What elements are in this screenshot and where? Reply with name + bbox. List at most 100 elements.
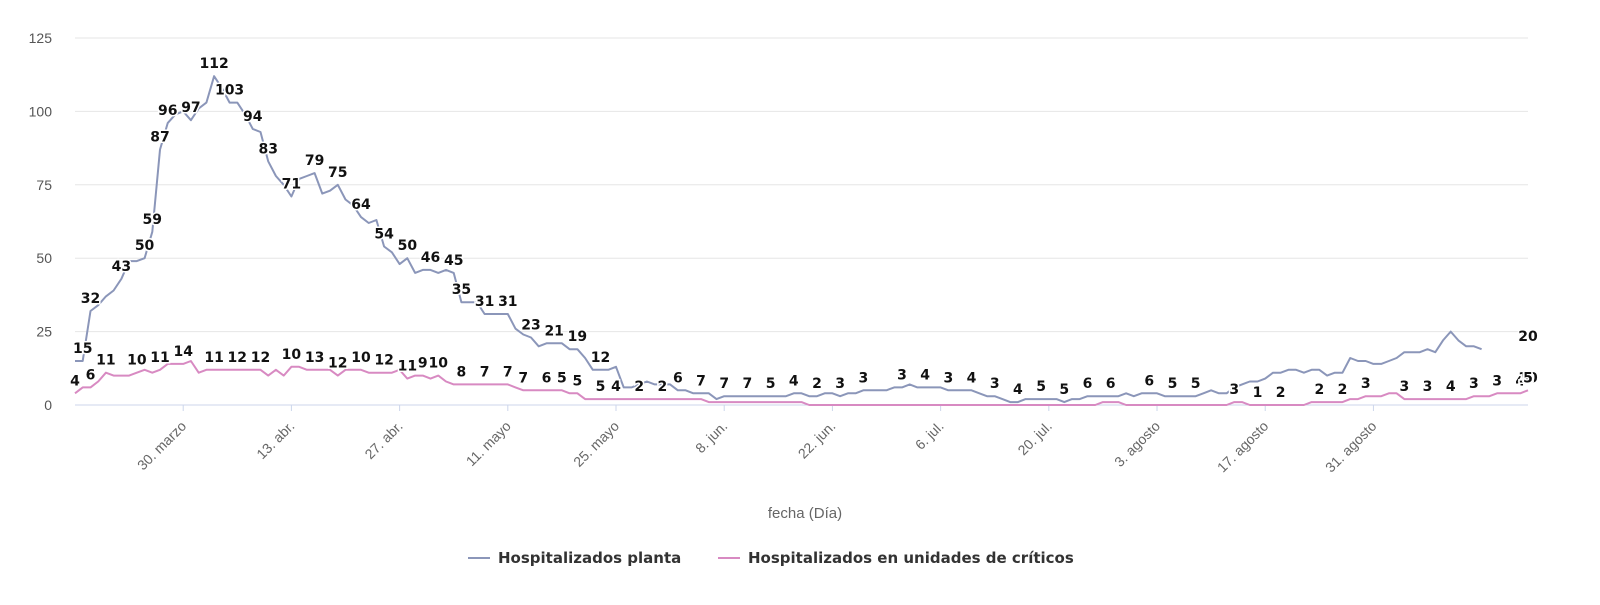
data-label: 4 xyxy=(1446,379,1456,395)
data-label: 12 xyxy=(228,350,247,366)
data-label: 11 xyxy=(1518,370,1537,386)
legend-label: Hospitalizados planta xyxy=(498,549,681,567)
data-label: 19 xyxy=(568,329,587,345)
data-label: 5 xyxy=(572,373,582,389)
data-label: 75 xyxy=(328,165,347,181)
data-label: 11 xyxy=(96,353,115,369)
series-line-planta xyxy=(75,75,1482,404)
data-label: 2 xyxy=(1276,385,1286,401)
data-label: 11 xyxy=(204,350,223,366)
x-tick-label: 6. jul. xyxy=(912,418,947,453)
data-label: 13 xyxy=(305,350,324,366)
data-label: 3 xyxy=(835,376,845,392)
data-label: 59 xyxy=(143,212,162,228)
legend-label: Hospitalizados en unidades de críticos xyxy=(748,549,1074,567)
data-label: 31 xyxy=(475,294,494,310)
data-label: 46 xyxy=(421,250,440,266)
data-label: 2 xyxy=(1523,370,1533,386)
legend[interactable]: Hospitalizados planta Hospitalizados en u… xyxy=(468,549,1074,567)
data-label: 6 xyxy=(1083,376,1093,392)
data-label: 8 xyxy=(457,364,467,380)
data-label: 4 xyxy=(1523,370,1533,386)
series-layer xyxy=(74,75,1529,406)
data-label: 2 xyxy=(1523,370,1533,386)
y-tick-label: 125 xyxy=(29,30,53,46)
x-axis: 30. marzo 13. abr. 27. abr. 11. mayo 25. may… xyxy=(134,405,1380,475)
data-label: 6 xyxy=(542,370,552,386)
data-label: 3 xyxy=(1423,379,1433,395)
series-line-criticos xyxy=(74,360,1529,406)
data-label: 103 xyxy=(215,83,244,99)
data-label: 20 xyxy=(1518,329,1538,345)
x-tick-label: 31. agosto xyxy=(1322,418,1380,476)
data-label: 32 xyxy=(81,291,100,307)
data-label: 8 xyxy=(1523,370,1533,386)
x-tick-label: 13. abr. xyxy=(253,418,297,462)
data-label: 2 xyxy=(1314,382,1324,398)
data-label: 97 xyxy=(181,100,200,116)
y-tick-label: 0 xyxy=(44,397,52,413)
data-label: 71 xyxy=(282,177,301,193)
data-label: 16 xyxy=(1518,329,1537,345)
data-label: 5 xyxy=(766,376,776,392)
x-tick-label: 20. jul. xyxy=(1014,418,1054,458)
data-label: 5 xyxy=(1036,379,1046,395)
data-label: 7 xyxy=(719,376,729,392)
data-label: 4 xyxy=(70,373,80,389)
data-label: 12 xyxy=(251,350,270,366)
x-tick-label: 8. jun. xyxy=(692,418,730,456)
data-label: 3 xyxy=(943,370,953,386)
data-label: 1 xyxy=(1523,370,1533,386)
data-label: 11 xyxy=(150,350,169,366)
data-label: 6 xyxy=(1144,373,1154,389)
data-label: 3 xyxy=(1492,373,1502,389)
data-label: 96 xyxy=(158,103,177,119)
data-label: 7 xyxy=(696,373,706,389)
y-tick-label: 75 xyxy=(36,177,52,193)
data-label: 4 xyxy=(1523,370,1533,386)
data-label: 5 xyxy=(1523,370,1533,386)
legend-item-planta[interactable]: Hospitalizados planta xyxy=(468,549,681,567)
legend-item-criticos[interactable]: Hospitalizados en unidades de críticos xyxy=(718,549,1074,567)
data-label: 3 xyxy=(990,376,1000,392)
x-tick-label: 27. abr. xyxy=(361,418,405,462)
data-label: 21 xyxy=(544,323,563,339)
data-label: 12 xyxy=(328,356,347,372)
data-label: 112 xyxy=(199,56,228,72)
data-label: 35 xyxy=(452,282,471,298)
data-label: 5 xyxy=(557,370,567,386)
data-label: 2 xyxy=(658,379,668,395)
data-label: 7 xyxy=(743,376,753,392)
data-label: 83 xyxy=(258,141,277,157)
data-label: 87 xyxy=(150,130,169,146)
data-label: 16 xyxy=(1518,329,1537,345)
data-label: 10 xyxy=(127,353,147,369)
data-label: 2 xyxy=(812,376,822,392)
data-label: 3 xyxy=(1399,379,1409,395)
data-label: 6 xyxy=(673,370,683,386)
data-label: 4 xyxy=(967,370,977,386)
data-label: 6 xyxy=(1106,376,1116,392)
data-label: 4 xyxy=(789,373,799,389)
y-axis: 0 25 50 75 100 125 xyxy=(29,30,53,413)
data-label: 6 xyxy=(86,367,96,383)
data-label: 12 xyxy=(591,350,610,366)
data-label: 22 xyxy=(1518,329,1537,345)
data-label: 7 xyxy=(480,364,490,380)
data-label: 2 xyxy=(634,379,644,395)
data-label: 9 xyxy=(418,356,428,372)
x-tick-label: 25. mayo xyxy=(570,418,622,470)
data-label: 18 xyxy=(1518,329,1537,345)
data-label: 43 xyxy=(112,259,131,275)
data-label: 50 xyxy=(398,238,418,254)
data-label: 6 xyxy=(1523,370,1533,386)
data-label: 5 xyxy=(1168,376,1178,392)
data-label: 79 xyxy=(305,153,324,169)
data-label: 15 xyxy=(73,341,92,357)
data-label: 10 xyxy=(1518,370,1538,386)
y-tick-label: 100 xyxy=(29,103,53,119)
data-label: 11 xyxy=(1518,370,1537,386)
x-tick-label: 30. marzo xyxy=(134,418,189,473)
data-label: 3 xyxy=(1469,376,1479,392)
